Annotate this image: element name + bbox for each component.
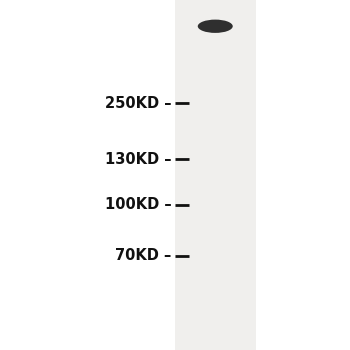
Text: 130KD –: 130KD – (105, 152, 172, 167)
Text: 250KD –: 250KD – (105, 96, 172, 111)
Ellipse shape (198, 20, 233, 33)
Text: 70KD –: 70KD – (115, 248, 172, 263)
Bar (175, 0, 256, 350)
Text: 100KD –: 100KD – (105, 197, 172, 212)
